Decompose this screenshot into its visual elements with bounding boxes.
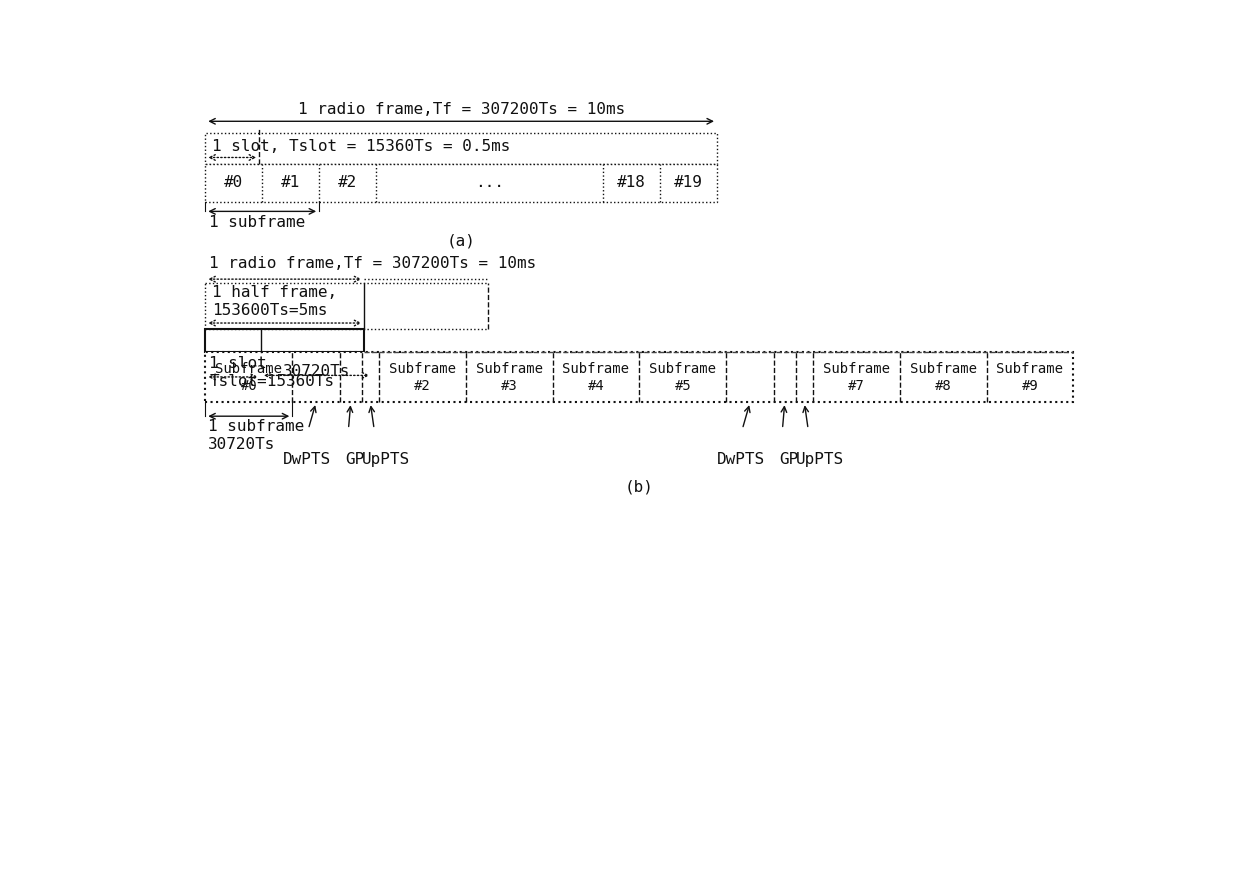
Text: ...: ... <box>475 175 503 190</box>
Bar <box>206 329 365 352</box>
Text: UpPTS: UpPTS <box>362 452 410 468</box>
Text: Subframe
#0: Subframe #0 <box>216 362 283 393</box>
Text: 30720Ts: 30720Ts <box>283 364 350 378</box>
Text: 1 slot
Tslot=15360Ts: 1 slot Tslot=15360Ts <box>210 357 335 389</box>
Text: Subframe
#4: Subframe #4 <box>563 362 630 393</box>
Text: #2: #2 <box>337 175 357 190</box>
Text: 1 slot, Tslot = 15360Ts = 0.5ms: 1 slot, Tslot = 15360Ts = 0.5ms <box>212 139 510 154</box>
Text: Subframe
#9: Subframe #9 <box>997 362 1064 393</box>
Bar <box>206 352 1074 402</box>
Text: 1 half frame,
153600Ts=5ms: 1 half frame, 153600Ts=5ms <box>212 286 337 318</box>
Text: #1: #1 <box>281 175 300 190</box>
Bar <box>206 164 717 202</box>
Text: (a): (a) <box>446 233 476 248</box>
Text: (b): (b) <box>625 479 653 494</box>
Text: GP: GP <box>779 452 799 468</box>
Text: DwPTS: DwPTS <box>717 452 765 468</box>
Text: DwPTS: DwPTS <box>283 452 331 468</box>
Text: 1 subframe: 1 subframe <box>210 215 305 230</box>
Text: Subframe
#5: Subframe #5 <box>650 362 717 393</box>
Text: #18: #18 <box>618 175 646 190</box>
Text: Subframe
#3: Subframe #3 <box>476 362 543 393</box>
Text: 1 radio frame,Tf = 307200Ts = 10ms: 1 radio frame,Tf = 307200Ts = 10ms <box>298 102 625 117</box>
Text: Subframe
#8: Subframe #8 <box>910 362 977 393</box>
Text: Subframe
#7: Subframe #7 <box>823 362 890 393</box>
Text: GP: GP <box>345 452 365 468</box>
Text: 1 subframe
30720Ts: 1 subframe 30720Ts <box>207 420 304 452</box>
Bar <box>206 133 717 164</box>
Text: #19: #19 <box>675 175 703 190</box>
Text: UpPTS: UpPTS <box>796 452 844 468</box>
Text: 1 radio frame,Tf = 307200Ts = 10ms: 1 radio frame,Tf = 307200Ts = 10ms <box>210 257 537 272</box>
Text: Subframe
#2: Subframe #2 <box>389 362 456 393</box>
Text: #0: #0 <box>224 175 243 190</box>
